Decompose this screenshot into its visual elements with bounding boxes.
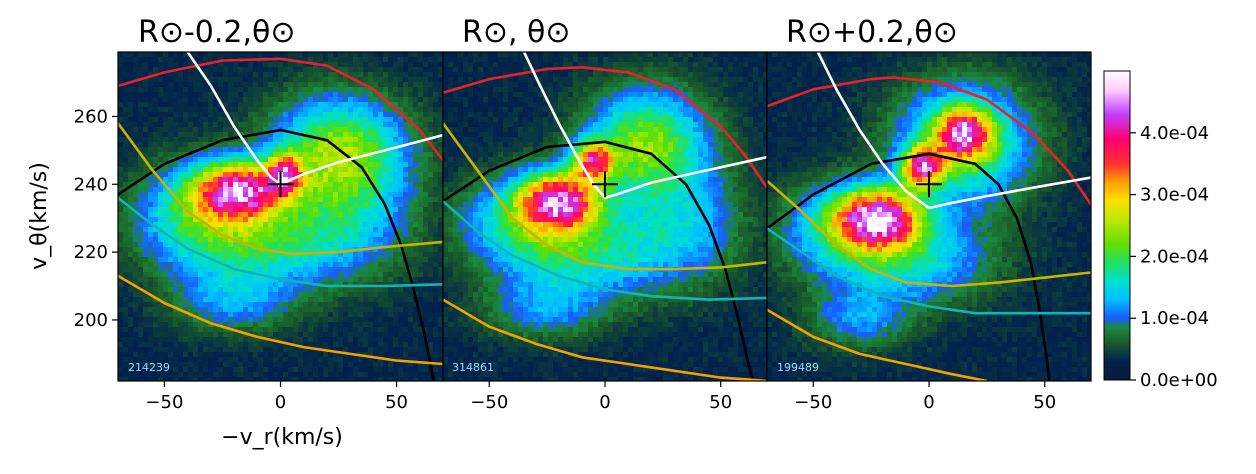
panel-r-minus: R⊙-0.2,θ⊙ −50 0 50 200 220 240 260 214239 xyxy=(74,15,444,413)
colorbar-tick-label: 1.0e-04 xyxy=(1140,308,1209,329)
x-tick-label: −50 xyxy=(145,392,183,413)
model-curve xyxy=(443,66,767,189)
model-curve xyxy=(443,298,767,381)
heatmap-area: −50 0 50 xyxy=(766,51,1092,413)
model-curve xyxy=(186,52,443,186)
heatmap-area: −50 0 50 xyxy=(442,51,768,413)
y-tick-label: 220 xyxy=(74,242,108,263)
panel-title: R⊙, θ⊙ xyxy=(462,15,571,50)
colorbar: 0.0e+00 1.0e-04 2.0e-04 3.0e-04 4.0e-04 xyxy=(1103,70,1218,391)
model-curve xyxy=(816,52,1091,210)
model-curve xyxy=(767,152,1051,381)
y-tick-label: 260 xyxy=(74,106,108,127)
model-curve xyxy=(443,122,767,271)
colorbar-tick-label: 4.0e-04 xyxy=(1140,123,1209,144)
x-tick-label: 50 xyxy=(385,392,408,413)
panel-r-sun: R⊙, θ⊙ −50 0 50 314861 xyxy=(442,15,768,413)
model-curve xyxy=(767,179,1091,288)
model-curve xyxy=(118,196,443,288)
y-tick-label: 200 xyxy=(74,310,108,331)
star-count-label: 214239 xyxy=(128,361,170,374)
model-curve xyxy=(767,227,1091,315)
x-tick-label: 0 xyxy=(923,392,934,413)
star-count-label: 314861 xyxy=(452,361,494,374)
x-tick-label: 50 xyxy=(709,392,732,413)
model-curve xyxy=(118,122,443,256)
x-axis-label: −v_r(km/s) xyxy=(221,425,343,450)
model-curve xyxy=(118,57,443,162)
x-tick-label: 50 xyxy=(1033,392,1056,413)
panel-r-plus: R⊙+0.2,θ⊙ −50 0 50 199489 xyxy=(766,15,1092,413)
y-axis-label: v_θ(km/s) xyxy=(27,162,52,270)
colorbar-tick-label: 3.0e-04 xyxy=(1140,185,1209,206)
y-tick-label: 240 xyxy=(74,174,108,195)
model-curve xyxy=(443,140,755,381)
heatmap-area: −50 0 50 200 220 240 260 xyxy=(74,51,444,413)
x-tick-label: −50 xyxy=(794,392,832,413)
model-curve xyxy=(118,128,435,381)
colorbar-tick-label: 0.0e+00 xyxy=(1140,370,1218,391)
model-curve xyxy=(443,200,767,301)
model-curve xyxy=(522,52,767,200)
panel-title: R⊙-0.2,θ⊙ xyxy=(138,15,296,50)
x-tick-label: −50 xyxy=(470,392,508,413)
panel-title: R⊙+0.2,θ⊙ xyxy=(786,15,958,50)
star-count-label: 199489 xyxy=(777,361,819,374)
model-curve xyxy=(767,308,988,381)
colorbar-gradient xyxy=(1103,70,1131,381)
model-curve xyxy=(118,274,443,366)
model-curve xyxy=(767,76,1091,206)
x-tick-label: 0 xyxy=(599,392,610,413)
colorbar-tick-label: 2.0e-04 xyxy=(1140,246,1209,267)
x-tick-label: 0 xyxy=(275,392,286,413)
